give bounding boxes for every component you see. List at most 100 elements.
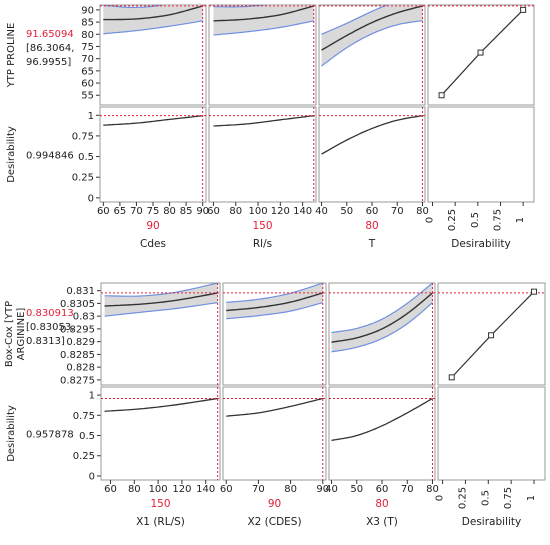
desirability-panel-content [329, 397, 435, 442]
desirability-ytick-label: 0.5 [78, 152, 94, 163]
desirability-ytick-label: 0.25 [73, 451, 95, 462]
factor-xtick-label: 85 [180, 206, 193, 217]
desirability-axis-name: Desirability [451, 238, 510, 250]
prediction-line [103, 5, 203, 21]
factor-xtick-label: 65 [114, 206, 127, 217]
response-ci-upper: 0.8313] [26, 336, 65, 347]
factor-name: X2 (CDES) [247, 516, 301, 528]
response-ytick-label: 80 [81, 30, 94, 41]
prediction-line [331, 292, 433, 343]
factor-xtick-label: 80 [128, 484, 141, 495]
response-ytick-label: 0.83 [73, 312, 95, 323]
factor-xtick-label: 40 [325, 484, 338, 495]
desirability-xtick-label: 0.75 [492, 209, 503, 231]
lower-ci-line [331, 302, 433, 353]
response-current-value: 0.830913 [26, 308, 74, 319]
lower-ci-line [103, 20, 203, 35]
desirability-line [226, 397, 323, 417]
factor-name: X1 (RL/S) [136, 516, 185, 528]
desirability-xtick-label: 0.25 [457, 487, 468, 509]
factor-xtick-label: 75 [147, 206, 160, 217]
factor-xtick-label: 90 [316, 484, 329, 495]
desirability-panel-content [209, 115, 316, 127]
desirability-ytick-label: 0.5 [79, 431, 95, 442]
desirability-blank-panel [427, 106, 535, 203]
response-ytick-label: 0.8305 [60, 299, 95, 310]
factor-xtick-label: 120 [172, 484, 191, 495]
confidence-band [104, 283, 218, 317]
desirability-xtick-label: 0.5 [470, 212, 481, 228]
response-ytick-label: 75 [81, 42, 94, 53]
factor-xtick-label: 70 [391, 206, 404, 217]
response-ytick-label: 55 [81, 91, 94, 102]
factor-xtick-label: 60 [207, 206, 220, 217]
desirability-line [331, 397, 433, 442]
response-panel-content [101, 283, 220, 317]
response-ytick-label: 0.8275 [60, 375, 95, 386]
factor-current-value: 150 [150, 498, 170, 510]
desirability-xtick-label: 0 [425, 217, 436, 223]
prediction-line [321, 5, 423, 51]
factor-xtick-label: 140 [293, 206, 312, 217]
response-panel-content [329, 283, 435, 353]
desirability-xtick-label: 0.25 [447, 209, 458, 231]
desirability-ytick-label: 0.75 [73, 411, 95, 422]
upper-ci-line [104, 283, 218, 297]
desirability-ytick-label: 0.75 [72, 131, 94, 142]
factor-name: Rl/s [253, 238, 272, 250]
response-panel-content [209, 5, 316, 36]
desirability-handle [448, 374, 455, 381]
response-ci-lower: [86.3064, [26, 43, 74, 54]
upper-ci-line [321, 5, 389, 35]
factor-xtick-label: 60 [97, 206, 110, 217]
factor-xtick-label: 80 [284, 484, 297, 495]
desirability-handle [531, 288, 538, 295]
factor-xtick-label: 80 [416, 206, 429, 217]
response-current-value: 91.65094 [26, 29, 74, 40]
factor-current-value: 80 [375, 498, 388, 510]
factor-xtick-label: 70 [401, 484, 414, 495]
response-ytick-label: 0.8295 [60, 324, 95, 335]
desirability-panel [328, 386, 436, 481]
prediction-line [226, 292, 324, 312]
factor-xtick-label: 60 [220, 484, 233, 495]
lower-ci-line [213, 20, 314, 36]
desirability-panel-content [100, 115, 206, 126]
factor-xtick-label: 50 [340, 206, 353, 217]
desirability-ytick-label: 0 [88, 193, 94, 204]
factor-xtick-label: 60 [366, 206, 379, 217]
factor-xtick-label: 140 [196, 484, 215, 495]
factor-xtick-label: 80 [163, 206, 176, 217]
desirability-label: Desirability [6, 405, 17, 462]
desirability-xtick-label: 0 [435, 495, 446, 501]
desirability-ytick-label: 0 [89, 471, 95, 482]
response-ci-upper: 96.9955] [26, 57, 71, 68]
factor-xtick-label: 70 [252, 484, 265, 495]
factor-xtick-label: 70 [130, 206, 143, 217]
confidence-band [321, 5, 423, 66]
response-panel-content [223, 283, 326, 320]
desirability-axis-name: Desirability [462, 516, 521, 528]
response-ytick-label: 85 [81, 18, 94, 29]
response-label: Box-Cox [YTP [4, 301, 15, 367]
factor-xtick-label: 100 [149, 484, 168, 495]
desirability-xtick-label: 0.75 [503, 487, 514, 509]
factor-xtick-label: 40 [315, 206, 328, 217]
factor-xtick-label: 120 [271, 206, 290, 217]
factor-xtick-label: 80 [229, 206, 242, 217]
factor-xtick-label: 100 [248, 206, 267, 217]
factor-current-value: 150 [252, 220, 272, 232]
response-ytick-label: 65 [81, 66, 94, 77]
lower-ci-line [104, 302, 218, 317]
desirability-line [103, 115, 203, 126]
prediction-line [213, 5, 314, 22]
upper-ci-line [213, 5, 268, 8]
desirability-panel [208, 106, 317, 203]
factor-xtick-label: 50 [350, 484, 363, 495]
confidence-band [226, 283, 323, 319]
prediction-line [104, 292, 218, 307]
desirability-panel-content [101, 397, 220, 412]
desirability-panel-content [319, 115, 425, 155]
desirability-handle [438, 92, 445, 99]
desirability-panel [99, 106, 207, 203]
